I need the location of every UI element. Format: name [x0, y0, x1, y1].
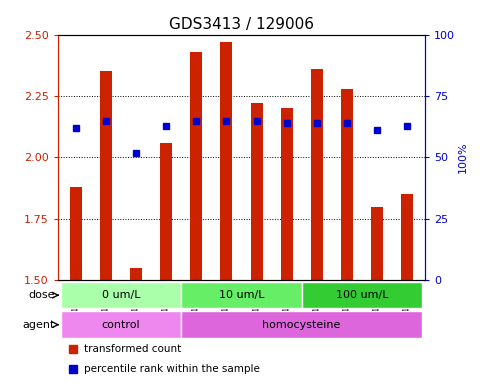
- Bar: [281, 108, 293, 280]
- Bar: [251, 103, 263, 280]
- Y-axis label: 100%: 100%: [458, 142, 468, 173]
- Bar: [70, 187, 82, 280]
- Text: percentile rank within the sample: percentile rank within the sample: [84, 364, 259, 374]
- Text: transformed count: transformed count: [84, 344, 181, 354]
- Text: 10 um/L: 10 um/L: [219, 290, 264, 300]
- Text: control: control: [102, 320, 141, 330]
- Title: GDS3413 / 129006: GDS3413 / 129006: [169, 17, 314, 32]
- FancyBboxPatch shape: [61, 311, 181, 338]
- Text: homocysteine: homocysteine: [262, 320, 341, 330]
- Bar: [401, 194, 413, 280]
- Text: 100 um/L: 100 um/L: [336, 290, 388, 300]
- Text: dose: dose: [28, 290, 55, 300]
- Bar: [341, 89, 353, 280]
- Bar: [160, 143, 172, 280]
- Bar: [100, 71, 112, 280]
- Bar: [130, 268, 142, 280]
- FancyBboxPatch shape: [61, 282, 181, 308]
- Bar: [190, 52, 202, 280]
- FancyBboxPatch shape: [181, 282, 302, 308]
- Bar: [311, 69, 323, 280]
- Text: agent: agent: [23, 320, 55, 330]
- Bar: [371, 207, 383, 280]
- Text: 0 um/L: 0 um/L: [102, 290, 141, 300]
- FancyBboxPatch shape: [181, 311, 422, 338]
- Bar: [220, 42, 232, 280]
- FancyBboxPatch shape: [302, 282, 422, 308]
